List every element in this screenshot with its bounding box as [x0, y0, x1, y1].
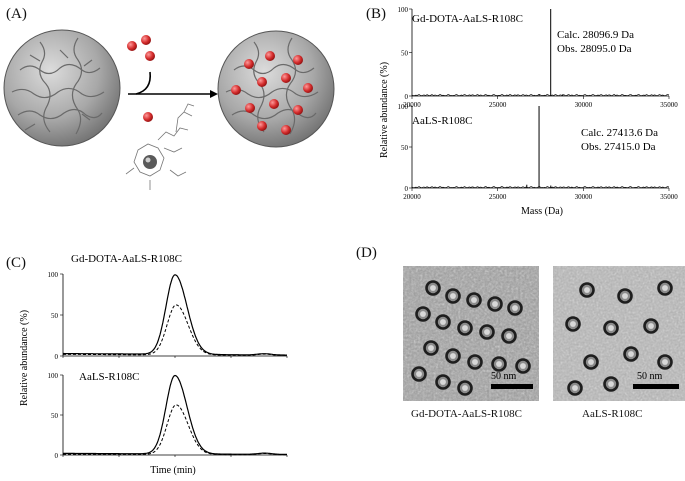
- capsid-particle-core: [588, 359, 594, 365]
- c-top-y-tick-label: 0: [55, 353, 59, 361]
- capsid-particle-core: [440, 379, 446, 385]
- capsid-particle-core: [648, 323, 654, 329]
- tem-image-left: 50 nm: [403, 266, 539, 401]
- capsid-loaded-icon: [217, 30, 335, 148]
- c-top-y-tick-label: 100: [48, 271, 59, 279]
- b-top-x-tick-label: 25000: [489, 101, 507, 109]
- panel-c-xlabel: Time (min): [150, 465, 195, 476]
- capsid-particle-core: [662, 285, 668, 291]
- panel-c-bottom-name: AaLS-R108C: [79, 371, 140, 383]
- capsid-particle-core: [440, 319, 446, 325]
- panel-c-ylabel: Relative abundance (%): [19, 310, 30, 406]
- capsid-particle-core: [420, 311, 426, 317]
- gd-dota-molecule-icon: [125, 103, 195, 190]
- capsid-particle-core: [416, 371, 422, 377]
- capsid-particle-core: [570, 321, 576, 327]
- capsid-particle-core: [492, 301, 498, 307]
- panel-b-bottom-obs: Obs. 27415.0 Da: [581, 141, 656, 153]
- capsid-particle-core: [628, 351, 634, 357]
- scale-label-left: 50 nm: [491, 371, 517, 382]
- panel-b-top-name: Gd-DOTA-AaLS-R108C: [412, 13, 523, 25]
- panel-b-chart: Relative abundance (%) Mass (Da) Gd-DOTA…: [379, 6, 679, 217]
- capsid-particle-core: [462, 325, 468, 331]
- panel-c-top-name: Gd-DOTA-AaLS-R108C: [71, 253, 182, 265]
- b-bottom-y-tick-label: 0: [405, 185, 409, 193]
- b-bottom-x-tick-label: 20000: [403, 193, 421, 201]
- c-top-y-tick-label: 50: [51, 312, 59, 320]
- panel-b-top-obs: Obs. 28095.0 Da: [557, 43, 632, 55]
- b-bottom-x-tick-label: 30000: [575, 193, 593, 201]
- b-top-y-tick-label: 50: [401, 50, 409, 58]
- scale-label-right: 50 nm: [637, 371, 663, 382]
- curved-arrow-icon: [135, 71, 152, 95]
- c-bottom-y-tick-label: 0: [55, 452, 59, 460]
- b-bottom-y-tick-label: 50: [401, 144, 409, 152]
- panel-c-bottom-plot: 0 50 100: [48, 372, 288, 460]
- capsid-particle-core: [496, 361, 502, 367]
- panel-b-bottom-name: AaLS-R108C: [412, 115, 473, 127]
- panel-b-letter: (B): [366, 6, 386, 22]
- capsid-particle-core: [608, 381, 614, 387]
- scale-bar-right: [633, 384, 679, 389]
- capsid-particle-core: [450, 353, 456, 359]
- panel-d-letter: (D): [356, 245, 377, 261]
- panel-a-letter: (A): [6, 6, 27, 22]
- scale-bar-left: [491, 384, 533, 389]
- b-bottom-x-tick-label: 35000: [660, 193, 678, 201]
- tem-caption-left: Gd-DOTA-AaLS-R108C: [411, 408, 522, 420]
- capsid-particle-core: [430, 285, 436, 291]
- tem-image-right: 50 nm: [553, 266, 685, 401]
- capsid-particle-core: [484, 329, 490, 335]
- c-top-solid-trace: [63, 274, 287, 356]
- gd-label-balls: [127, 35, 155, 61]
- c-top-dashed-trace: [63, 304, 287, 356]
- b-top-baseline: [411, 94, 670, 97]
- panel-b-bottom-calc: Calc. 27413.6 Da: [581, 127, 658, 139]
- capsid-particle-core: [662, 359, 668, 365]
- c-bottom-solid-trace: [63, 374, 287, 455]
- panel-c-chart: Relative abundance (%) Time (min) Gd-DOT…: [19, 253, 288, 476]
- panel-b-xlabel: Mass (Da): [521, 206, 563, 217]
- capsid-particle-core: [450, 293, 456, 299]
- c-bottom-dashed-trace: [63, 404, 287, 456]
- panel-c-top-plot: 0 50 100: [48, 271, 288, 361]
- capsid-empty-icon: [3, 29, 121, 147]
- capsid-particle-core: [622, 293, 628, 299]
- capsid-particle-core: [471, 297, 477, 303]
- capsid-particle-core: [584, 287, 590, 293]
- panel-b-top-calc: Calc. 28096.9 Da: [557, 29, 634, 41]
- capsid-particle-core: [520, 363, 526, 369]
- capsid-particle-core: [572, 385, 578, 391]
- b-top-y-tick-label: 100: [398, 6, 409, 14]
- capsid-particle-core: [462, 385, 468, 391]
- b-top-y-tick-label: 0: [405, 93, 409, 101]
- capsid-particle-core: [512, 305, 518, 311]
- b-bottom-y-tick-label: 100: [398, 103, 409, 111]
- b-bottom-baseline: [411, 186, 670, 189]
- capsid-particle-core: [428, 345, 434, 351]
- b-top-x-tick-label: 20000: [403, 101, 421, 109]
- b-top-x-tick-label: 30000: [575, 101, 593, 109]
- panel-a-figure: [3, 29, 335, 190]
- b-bottom-x-tick-label: 25000: [489, 193, 507, 201]
- capsid-particle-core: [608, 325, 614, 331]
- c-bottom-y-tick-label: 100: [48, 372, 59, 380]
- c-bottom-y-tick-label: 50: [51, 412, 59, 420]
- tem-caption-right: AaLS-R108C: [582, 408, 643, 420]
- capsid-particle-core: [506, 333, 512, 339]
- panel-b-ylabel: Relative abundance (%): [379, 62, 390, 158]
- b-top-x-tick-label: 35000: [660, 101, 678, 109]
- panel-c-letter: (C): [6, 255, 26, 271]
- capsid-particle-core: [472, 359, 478, 365]
